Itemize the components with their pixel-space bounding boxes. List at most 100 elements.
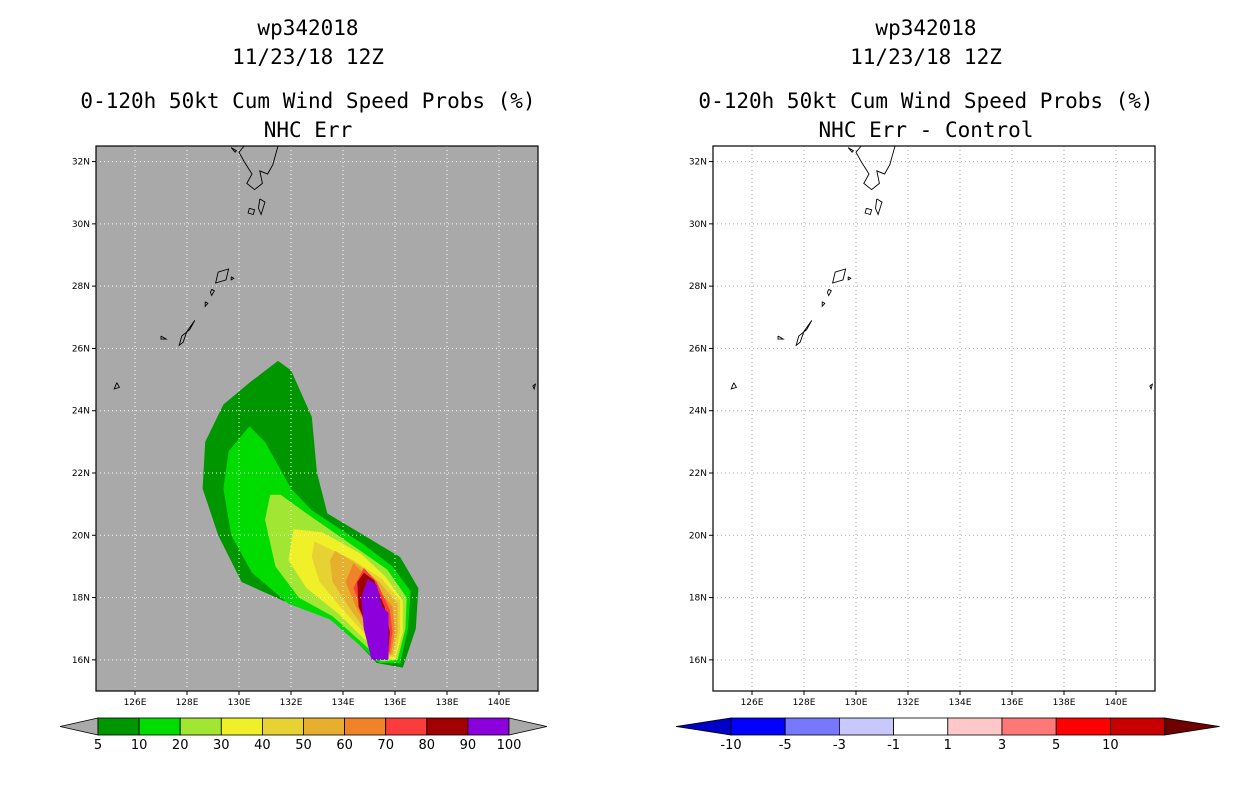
left-x-tick-label: 128E — [176, 698, 199, 708]
left-y-tick-label: 28N — [72, 282, 90, 292]
left-colorbar-label: 70 — [377, 738, 394, 753]
left-coastline — [160, 335, 168, 340]
left-colorbar-swatch — [385, 717, 428, 736]
right-x-tick-label: 126E — [741, 698, 764, 708]
right-colorbar: -10 -5 -3 -1 1 3 5 10 — [675, 717, 1220, 753]
right-coastline — [1149, 383, 1154, 391]
left-y-tick-label: 26N — [72, 344, 90, 354]
right-chart-subtitle: NHC Err - Control — [818, 118, 1034, 142]
left-coastline — [532, 383, 537, 391]
left-colorbar-label: 20 — [172, 738, 189, 753]
right-coastline — [826, 288, 832, 297]
right-y-tick-label: 22N — [689, 469, 707, 479]
left-y-tick-label: 30N — [72, 220, 90, 230]
right-x-tick-label: 134E — [949, 698, 972, 708]
left-x-tick-label: 134E — [332, 698, 355, 708]
right-colorbar-swatch — [1001, 717, 1057, 736]
right-y-tick-label: 20N — [689, 531, 707, 541]
left-y-tick-label: 24N — [72, 407, 90, 417]
right-colorbar-swatch — [1110, 717, 1166, 736]
right-coastline — [831, 268, 847, 284]
right-colorbar-label: 1 — [944, 738, 952, 753]
right-coastline — [875, 198, 883, 216]
left-y-tick-label: 22N — [72, 469, 90, 479]
left-coastline — [113, 382, 121, 390]
right-coastline — [730, 382, 738, 390]
left-coastline — [258, 198, 266, 216]
left-colorbar-label: 80 — [419, 738, 436, 753]
left-chart-subtitle: NHC Err — [263, 118, 353, 142]
left-colorbar-swatch — [179, 717, 222, 736]
left-coastline — [247, 207, 256, 216]
right-colorbar-arrow-left — [675, 717, 732, 736]
right-colorbar-label: -1 — [887, 738, 900, 753]
right-colorbar-arrow-right — [1164, 717, 1220, 736]
left-coastline — [204, 301, 209, 308]
left-coastline — [238, 145, 279, 191]
left-x-tick-label: 130E — [228, 698, 251, 708]
left-coastline — [178, 320, 196, 347]
left-storm-id: wp342018 — [257, 16, 359, 40]
right-coastline — [847, 276, 852, 281]
right-colorbar-swatch — [730, 717, 786, 736]
right-y-tick-label: 16N — [689, 656, 707, 666]
left-chart-title: 0-120h 50kt Cum Wind Speed Probs (%) — [80, 89, 536, 113]
right-colorbar-label: 10 — [1102, 738, 1119, 753]
right-x-tick-label: 128E — [793, 698, 816, 708]
right-x-tick-label: 136E — [1001, 698, 1024, 708]
left-colorbar-swatch — [138, 717, 181, 736]
left-colorbar-label: 40 — [254, 738, 271, 753]
left-colorbar-swatch — [467, 717, 510, 736]
left-colorbar-label: 100 — [497, 738, 522, 753]
right-colorbar-swatch — [947, 717, 1003, 736]
left-y-tick-label: 20N — [72, 531, 90, 541]
right-y-tick-label: 30N — [689, 220, 707, 230]
left-x-tick-label: 138E — [436, 698, 459, 708]
right-colorbar-swatch — [839, 717, 895, 736]
right-colorbar-label: -5 — [779, 738, 792, 753]
left-colorbar-label: 10 — [131, 738, 148, 753]
right-x-tick-label: 140E — [1105, 698, 1128, 708]
right-coastline — [795, 320, 813, 347]
left-x-tick-label: 126E — [124, 698, 147, 708]
left-datetime: 11/23/18 12Z — [232, 45, 384, 69]
right-coastline — [777, 335, 785, 340]
left-y-tick-label: 32N — [72, 158, 90, 168]
left-colorbar-swatch — [220, 717, 263, 736]
right-y-tick-label: 28N — [689, 282, 707, 292]
right-map-frame — [712, 145, 1156, 692]
right-coastline — [847, 147, 855, 153]
right-colorbar-label: 5 — [1052, 738, 1060, 753]
left-colorbar-swatch — [261, 717, 304, 736]
left-colorbar: 5 10 20 30 40 50 60 70 80 90 100 — [59, 717, 548, 753]
right-colorbar-label: 3 — [998, 738, 1006, 753]
right-y-tick-label: 32N — [689, 158, 707, 168]
left-prob-contour-90 — [361, 578, 389, 660]
right-colorbar-swatch — [1055, 717, 1111, 736]
left-colorbar-label: 90 — [460, 738, 477, 753]
right-colorbar-swatch — [893, 717, 949, 736]
right-y-tick-label: 26N — [689, 344, 707, 354]
left-coastline — [209, 288, 215, 297]
left-colorbar-label: 60 — [336, 738, 353, 753]
right-datetime: 11/23/18 12Z — [850, 45, 1002, 69]
right-y-tick-label: 18N — [689, 594, 707, 604]
right-x-tick-label: 138E — [1053, 698, 1076, 708]
left-map-frame — [95, 145, 539, 692]
right-colorbar-label: -3 — [833, 738, 846, 753]
right-map-panel: 126E 128E 130E 132E 134E 136E 138E 140E 16N 18N 20… — [689, 145, 1156, 708]
left-x-tick-label: 140E — [488, 698, 511, 708]
left-colorbar-swatch — [303, 717, 345, 736]
right-coastline — [821, 301, 826, 308]
right-coastline — [855, 145, 896, 191]
left-x-tick-label: 132E — [280, 698, 303, 708]
right-y-tick-label: 24N — [689, 407, 707, 417]
left-coastline — [230, 276, 235, 281]
right-x-tick-label: 132E — [897, 698, 920, 708]
left-colorbar-arrow-right — [508, 717, 548, 736]
left-colorbar-label: 5 — [94, 738, 102, 753]
left-y-tick-label: 18N — [72, 594, 90, 604]
right-colorbar-swatch — [784, 717, 840, 736]
right-coastline — [864, 207, 873, 216]
